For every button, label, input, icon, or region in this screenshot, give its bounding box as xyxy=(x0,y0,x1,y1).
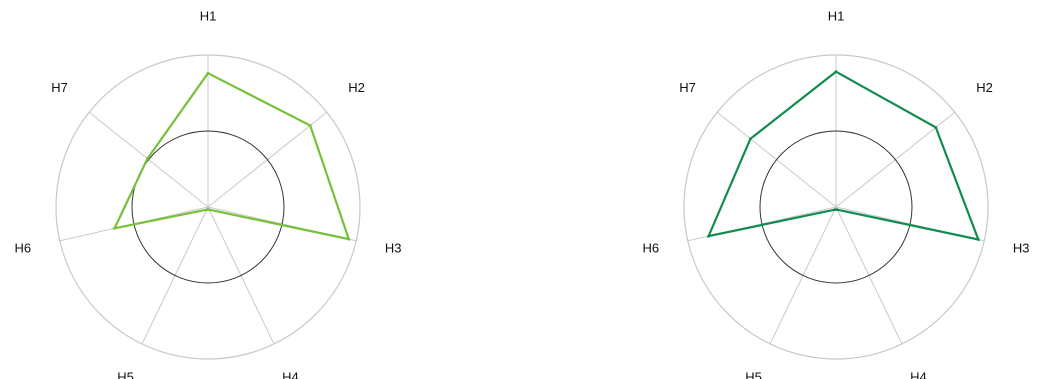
axis-label-h3: H3 xyxy=(385,241,402,256)
data-point-h7 xyxy=(749,137,752,141)
axis-label-h7: H7 xyxy=(679,80,696,95)
axis-label-h5: H5 xyxy=(745,370,762,379)
reference-ring xyxy=(131,130,285,284)
data-point-h6 xyxy=(113,226,116,230)
data-point-h3 xyxy=(347,237,351,241)
axis-label-h4: H4 xyxy=(910,370,927,379)
data-point-h2 xyxy=(308,124,312,127)
data-point-h6 xyxy=(707,234,710,238)
axis-label-h5: H5 xyxy=(117,370,134,379)
axis-label-h6: H6 xyxy=(14,241,31,256)
axis-label-h7: H7 xyxy=(51,80,68,95)
data-point-h5 xyxy=(205,208,209,212)
data-point-h3 xyxy=(976,238,980,241)
axis-label-h2: H2 xyxy=(348,80,365,95)
axis-label-h6: H6 xyxy=(642,241,659,256)
axis-label-h1: H1 xyxy=(828,8,845,23)
axis-label-h2: H2 xyxy=(976,80,993,95)
data-point-h2 xyxy=(934,126,938,129)
axis-label-h4: H4 xyxy=(282,370,299,379)
radar-chart-right: H1 H2 H3 H4 H5 H6 H7 xyxy=(642,8,1029,379)
data-point-h1 xyxy=(206,71,210,75)
radar-chart-left: H1 H2 H3 H4 H5 H6 H7 xyxy=(14,8,401,379)
data-point-h4 xyxy=(835,208,839,212)
data-point-h1 xyxy=(834,70,838,74)
series-line-0 xyxy=(706,70,981,241)
data-point-h4 xyxy=(207,208,211,212)
reference-ring xyxy=(759,130,913,284)
data-point-h5 xyxy=(833,208,837,212)
axis-label-h1: H1 xyxy=(200,8,217,23)
data-point-h7 xyxy=(146,157,149,161)
axis-label-h3: H3 xyxy=(1013,241,1030,256)
